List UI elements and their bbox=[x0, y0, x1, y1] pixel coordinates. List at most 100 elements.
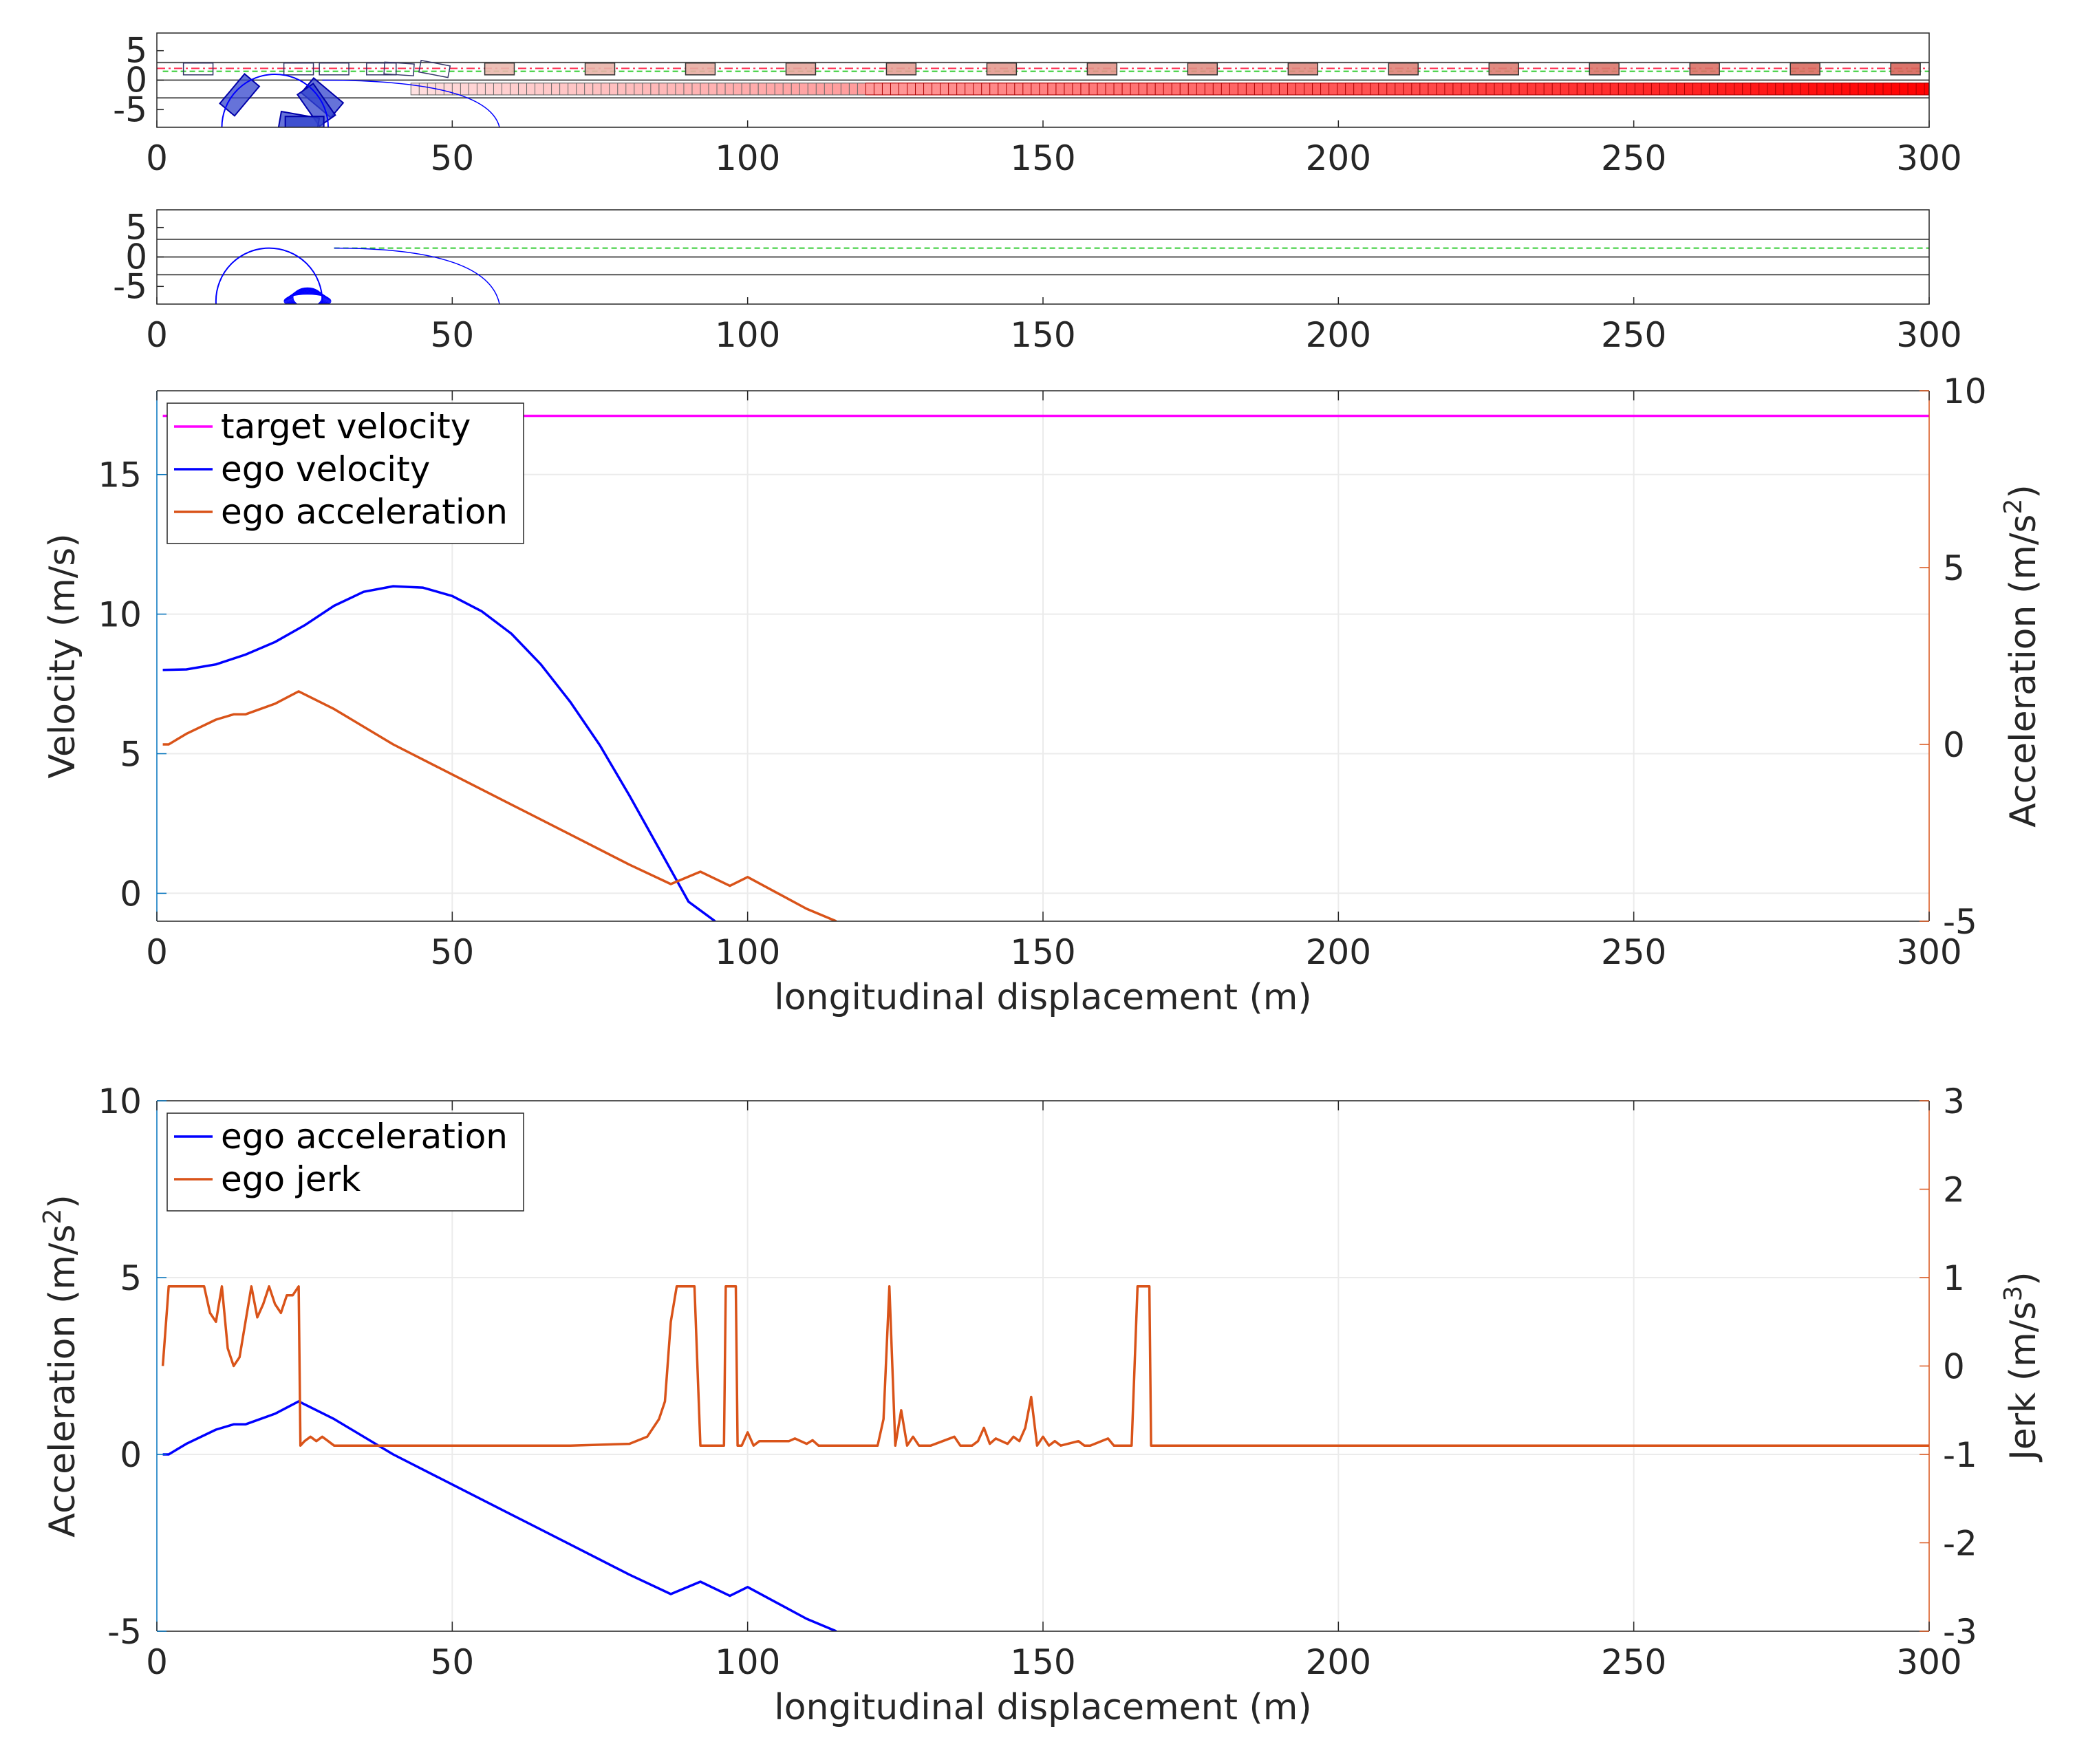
x-tick-label-200: 200 bbox=[1306, 932, 1371, 972]
x-tick-label-150: 150 bbox=[1010, 1642, 1075, 1682]
y-tick-label-0: 0 bbox=[125, 61, 147, 100]
ego-path-sample-1 bbox=[284, 293, 331, 304]
x-tick-label-100: 100 bbox=[715, 1642, 780, 1682]
x-tick-label-100: 100 bbox=[715, 932, 780, 972]
x-tick-label-300: 300 bbox=[1896, 1642, 1961, 1682]
x-tick-label-100: 100 bbox=[715, 138, 780, 178]
x-tick-label-150: 150 bbox=[1010, 138, 1075, 178]
vehicle-upper-3 bbox=[366, 62, 397, 76]
vehicle-upper-10 bbox=[885, 62, 917, 76]
vehicle-upper-15 bbox=[1388, 62, 1419, 76]
ego-trajectory-arc bbox=[334, 247, 500, 304]
y-axis-label-text: Acceleration (m/s bbox=[42, 1225, 83, 1538]
x-tick-label-50: 50 bbox=[431, 315, 475, 355]
y2-tick-label-10: 10 bbox=[1943, 372, 1987, 411]
vehicle-upper-19 bbox=[1789, 62, 1820, 76]
legend-label-ego-acceleration: ego acceleration bbox=[221, 492, 508, 532]
scene-plot-area bbox=[157, 238, 1929, 304]
plot-area bbox=[161, 1285, 1929, 1631]
x-tick-label-200: 200 bbox=[1306, 315, 1371, 355]
y-tick-label-10: 10 bbox=[98, 595, 142, 635]
series-line-ego-acceleration bbox=[162, 1400, 837, 1631]
x-tick-label-0: 0 bbox=[146, 138, 168, 178]
ego-path-sample-10 bbox=[290, 288, 325, 304]
x-tick-label-0: 0 bbox=[146, 1642, 168, 1682]
y2-tick-label--1: -1 bbox=[1943, 1435, 1977, 1475]
x-tick-label-150: 150 bbox=[1010, 932, 1075, 972]
vehicle-upper-0 bbox=[182, 62, 214, 76]
x-tick-label-250: 250 bbox=[1601, 1642, 1666, 1682]
scene-plot-area bbox=[157, 59, 1929, 127]
y2-axis-label: Acceleration (m/s2) bbox=[1999, 484, 2045, 827]
vehicle-upper-18 bbox=[1689, 62, 1720, 76]
y-tick-label-5: 5 bbox=[125, 208, 147, 248]
ego-heading-circle bbox=[221, 73, 329, 127]
ego-path-sample-2 bbox=[285, 292, 330, 304]
ego-vehicle-0 bbox=[219, 73, 261, 117]
vehicle-upper-9 bbox=[785, 62, 817, 76]
vehicle-upper-14 bbox=[1287, 62, 1319, 76]
x-tick-label-300: 300 bbox=[1896, 315, 1961, 355]
series-line-ego-acceleration bbox=[162, 690, 837, 921]
legend-label-ego-acceleration: ego acceleration bbox=[221, 1117, 508, 1157]
legend-label-ego-velocity: ego velocity bbox=[221, 449, 430, 489]
y2-tick-label-5: 5 bbox=[1943, 548, 1965, 588]
x-axis-label: longitudinal displacement (m) bbox=[774, 977, 1311, 1018]
y-tick-label-15: 15 bbox=[98, 455, 142, 495]
y-axis-label: Velocity (m/s) bbox=[42, 533, 83, 778]
legend-box bbox=[166, 1112, 524, 1212]
vehicle-upper-1 bbox=[283, 62, 314, 76]
y-tick-label-10: 10 bbox=[98, 1082, 142, 1121]
y-axis-label-exponent: 2 bbox=[39, 1209, 67, 1225]
ego-trajectory-arc bbox=[322, 79, 500, 127]
ego-path-sample-9 bbox=[290, 289, 325, 304]
y2-axis-label-exponent: 3 bbox=[1999, 1286, 2028, 1302]
x-tick-label-250: 250 bbox=[1601, 932, 1666, 972]
vehicle-upper-8 bbox=[685, 62, 716, 76]
y2-tick-label-1: 1 bbox=[1943, 1258, 1965, 1298]
y2-axis-label-text-end: ) bbox=[2003, 1271, 2044, 1285]
x-tick-label-250: 250 bbox=[1601, 315, 1666, 355]
series-line-ego-velocity bbox=[162, 585, 716, 921]
y-tick-label-5: 5 bbox=[120, 735, 142, 775]
y-axis-label-text-end: ) bbox=[42, 1194, 83, 1208]
x-tick-label-200: 200 bbox=[1306, 1642, 1371, 1682]
vehicle-upper-5 bbox=[418, 59, 451, 78]
ego-path-sample-0 bbox=[283, 294, 332, 304]
x-tick-label-300: 300 bbox=[1896, 932, 1961, 972]
vehicle-upper-2 bbox=[319, 62, 350, 76]
legend-box bbox=[166, 402, 524, 544]
y-tick-label-0: 0 bbox=[120, 874, 142, 914]
ego-path-sample-3 bbox=[286, 292, 330, 304]
y2-axis-label-text-end: ) bbox=[2003, 484, 2044, 498]
legend-label-ego-jerk: ego jerk bbox=[221, 1159, 361, 1199]
y2-tick-label--5: -5 bbox=[1943, 902, 1977, 942]
y2-axis-label-text: Acceleration (m/s bbox=[2003, 515, 2044, 828]
y2-axis-label: Jerk (m/s3) bbox=[1999, 1271, 2045, 1462]
ego-path-sample-7 bbox=[288, 290, 327, 304]
x-axis-label: longitudinal displacement (m) bbox=[774, 1687, 1311, 1728]
vehicle-lower-2978 bbox=[1915, 83, 1929, 96]
vehicle-upper-11 bbox=[986, 62, 1018, 76]
x-tick-label-0: 0 bbox=[146, 315, 168, 355]
vehicle-upper-12 bbox=[1086, 62, 1118, 76]
y-tick-label-5: 5 bbox=[120, 1258, 142, 1298]
ego-path-sample-4 bbox=[286, 292, 329, 304]
y2-tick-label-0: 0 bbox=[1943, 1347, 1965, 1387]
y-axis-label: Acceleration (m/s2) bbox=[39, 1194, 84, 1537]
acceleration-jerk-chart: 0 50 100 150 200 250 300-50510-3-2-10123longit… bbox=[39, 1082, 2045, 1728]
ego-path-sample-11 bbox=[291, 288, 324, 304]
x-tick-label-150: 150 bbox=[1010, 315, 1075, 355]
ego-path-sample-6 bbox=[288, 290, 327, 304]
y2-tick-label-2: 2 bbox=[1943, 1170, 1965, 1210]
ego-path-sample-5 bbox=[287, 291, 328, 304]
vehicle-upper-16 bbox=[1488, 62, 1519, 76]
x-tick-label-50: 50 bbox=[431, 1642, 475, 1682]
vehicle-lower-2992 bbox=[1924, 83, 1929, 96]
vehicle-upper-13 bbox=[1187, 62, 1218, 76]
x-tick-label-100: 100 bbox=[715, 315, 780, 355]
y-tick-label--5: -5 bbox=[107, 1612, 142, 1652]
y2-axis-label-exponent: 2 bbox=[1999, 499, 2028, 515]
y2-tick-label-3: 3 bbox=[1943, 1082, 1965, 1121]
